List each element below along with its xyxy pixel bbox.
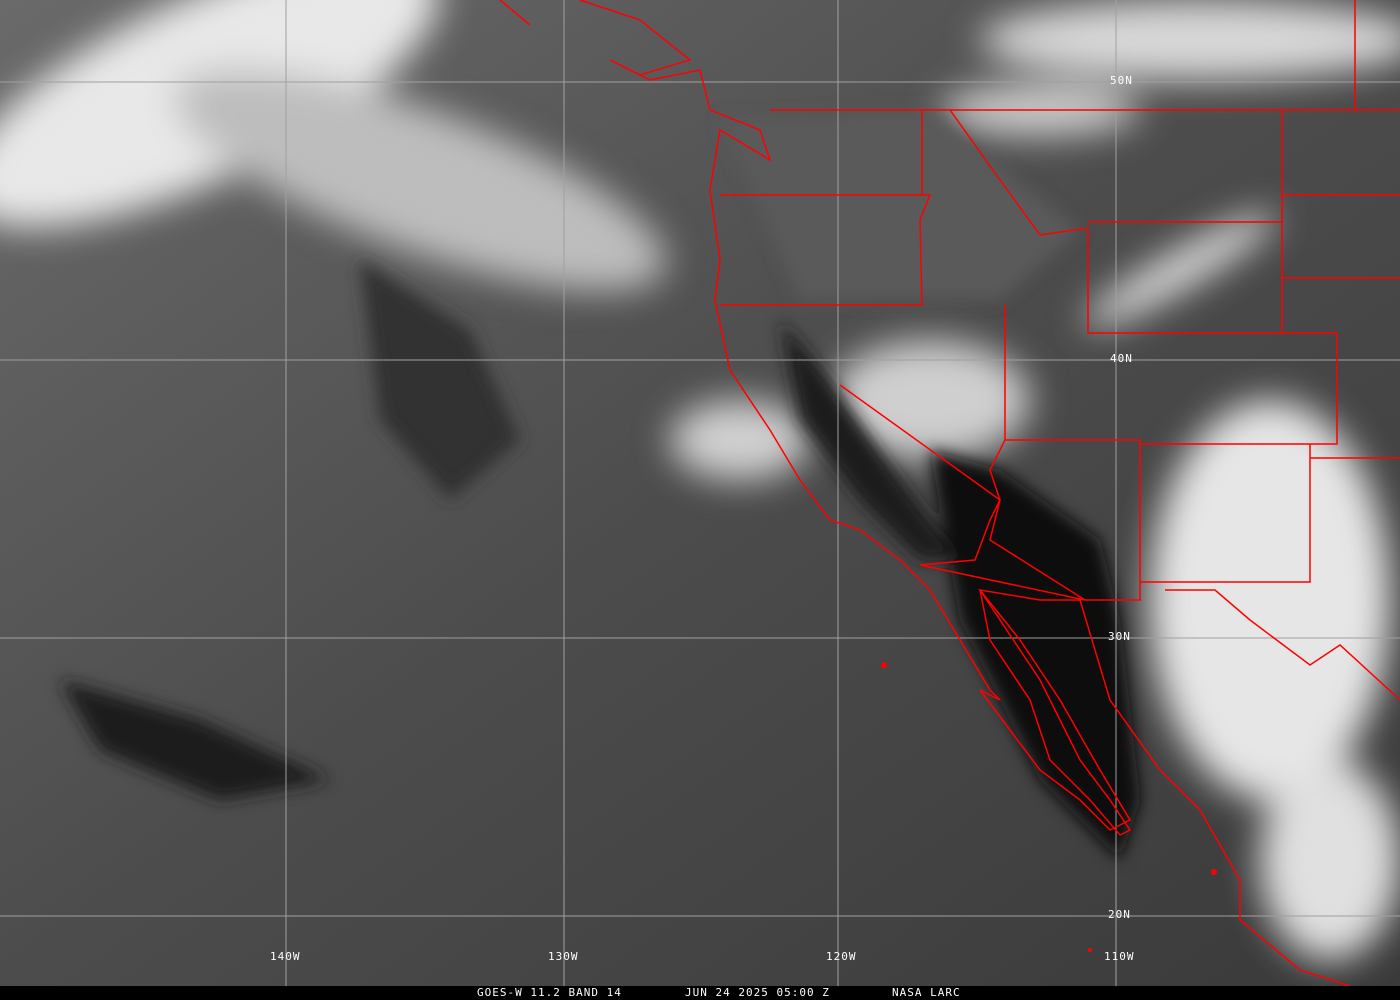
pacific-northwest-islands [499,0,692,76]
image-caption-bar: GOES-W 11.2 BAND 14 JUN 24 2025 05:00 Z … [0,986,1400,1000]
islands [881,662,1217,952]
lat-label-40n: 40N [1110,352,1133,365]
source-label: NASA LARC [892,986,961,999]
lon-label-120w: 120W [826,950,857,963]
cloud-layer [0,0,1400,960]
dark-land-regions [60,110,1140,860]
pacific-coastline [609,59,1351,986]
baja-peninsula [979,589,1132,836]
lat-label-30n: 30N [1108,630,1131,643]
timestamp-label: JUN 24 2025 05:00 Z [685,986,830,999]
satellite-band-label: GOES-W 11.2 BAND 14 [477,986,622,999]
mexico-border [919,564,1400,701]
coastlines-and-borders [499,0,1400,986]
lon-label-130w: 130W [548,950,579,963]
lon-label-140w: 140W [270,950,301,963]
lat-label-20n: 20N [1108,908,1131,921]
lon-label-110w: 110W [1104,950,1135,963]
lat-label-50n: 50N [1110,74,1133,87]
